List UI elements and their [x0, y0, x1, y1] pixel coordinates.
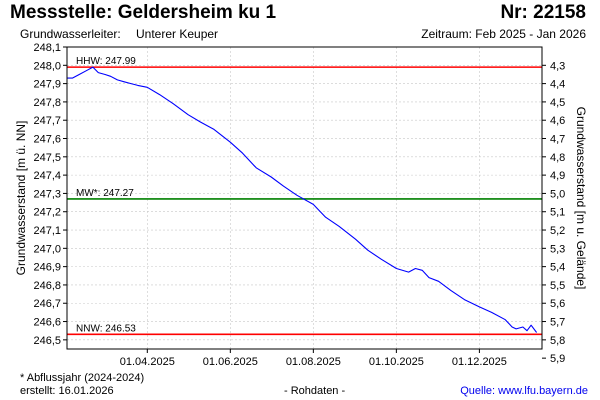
y2-tick-label: 5,3	[550, 243, 565, 255]
source-link[interactable]: Quelle: www.lfu.bayern.de	[460, 385, 588, 397]
y2-axis-label: Grundwasserstand [m u. Gelände]	[574, 107, 588, 290]
plot-frame	[66, 46, 543, 350]
y2-tick-label: 4,9	[550, 170, 565, 182]
y2-tick-label: 5,4	[550, 262, 565, 274]
y-tick-label: 246,6	[33, 317, 61, 329]
y2-tick-label: 4,4	[550, 79, 565, 91]
y-tick-label: 248,1	[33, 42, 61, 54]
y-tick-label: 247,1	[33, 225, 61, 237]
x-tick-label: 01.12.2025	[452, 356, 507, 368]
station-number: Nr: 22158	[500, 2, 586, 23]
created-date: erstellt: 16.01.2026	[20, 385, 114, 397]
y-tick-label: 246,5	[33, 335, 61, 347]
x-tick-label: 01.10.2025	[369, 356, 424, 368]
y2-tick-label: 5,5	[550, 280, 565, 292]
y2-tick-label: 4,3	[550, 60, 565, 72]
y2-tick-label: 5,2	[550, 225, 565, 237]
y2-tick-label: 5,0	[550, 188, 565, 200]
y-tick-label: 247,2	[33, 207, 61, 219]
hhw-label: HHW: 247.99	[76, 56, 136, 67]
aquifer-label: Grundwasserleiter:	[20, 27, 121, 41]
y-tick-label: 246,8	[33, 280, 61, 292]
y-tick-label: 247,5	[33, 152, 61, 164]
x-tick-label: 01.04.2025	[120, 356, 175, 368]
mw-label: MW*: 247.27	[76, 188, 134, 199]
x-tick-label: 01.06.2025	[203, 356, 258, 368]
station-title: Messstelle: Geldersheim ku 1	[10, 2, 277, 23]
series-line	[67, 66, 538, 333]
x-tick-label: 01.08.2025	[286, 356, 341, 368]
y2-tick-label: 4,7	[550, 134, 565, 146]
y-tick-label: 248,0	[33, 60, 61, 72]
y-tick-label: 247,7	[33, 115, 61, 127]
y2-tick-label: 4,8	[550, 152, 565, 164]
aquifer-value: Unterer Keuper	[136, 27, 219, 41]
y2-tick-label: 5,1	[550, 207, 565, 219]
y2-tick-label: 4,5	[550, 97, 565, 109]
y-axis-label: Grundwasserstand [m ü. NN]	[14, 121, 28, 276]
y-tick-label: 246,9	[33, 262, 61, 274]
y2-tick-label: 4,6	[550, 115, 565, 127]
y-tick-label: 247,8	[33, 97, 61, 109]
y-tick-label: 247,0	[33, 243, 61, 255]
y-tick-label: 247,6	[33, 134, 61, 146]
period-label: Zeitraum: Feb 2025 - Jan 2026	[421, 27, 586, 41]
y2-tick-label: 5,6	[550, 298, 565, 310]
y-tick-label: 247,9	[33, 79, 61, 91]
y-tick-label: 247,3	[33, 188, 61, 200]
y2-tick-label: 5,7	[550, 317, 565, 329]
footnote: * Abflussjahr (2024-2024)	[20, 372, 145, 384]
y2-tick-label: 5,8	[550, 335, 565, 347]
raw-data-label: - Rohdaten -	[284, 385, 346, 397]
y-tick-label: 246,7	[33, 298, 61, 310]
y2-tick-label: 5,9	[550, 353, 565, 365]
y-tick-label: 247,4	[33, 170, 61, 182]
nnw-label: NNW: 246.53	[76, 323, 136, 334]
